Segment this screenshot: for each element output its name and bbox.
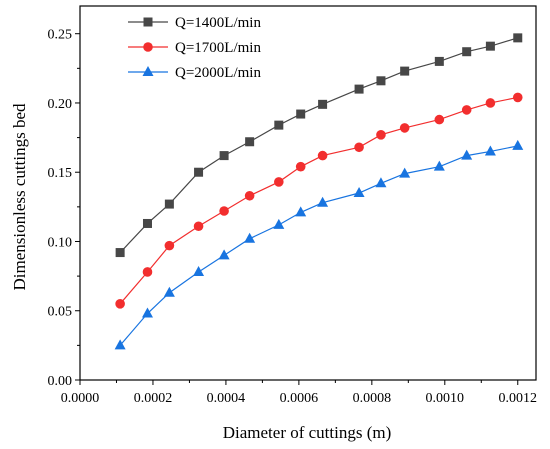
data-point (485, 41, 495, 51)
legend-marker (142, 66, 154, 76)
data-point (462, 47, 472, 57)
x-tick-label: 0.0004 (207, 391, 246, 406)
y-tick-label: 0.20 (48, 97, 73, 112)
series-layer (114, 33, 524, 350)
axes (79, 5, 537, 381)
data-point (142, 218, 152, 228)
data-point (461, 149, 473, 160)
data-point (513, 33, 523, 43)
legend-item: Q=2000L/min (128, 65, 261, 81)
data-point (317, 150, 328, 161)
data-point (296, 109, 306, 119)
data-point (193, 265, 205, 276)
x-axis-title: Diameter of cuttings (m) (223, 423, 392, 442)
legend-label: Q=1700L/min (175, 40, 261, 56)
series-line (119, 145, 518, 346)
data-point (219, 206, 229, 216)
data-point (375, 177, 387, 188)
data-point (245, 137, 255, 147)
data-point (354, 84, 364, 94)
x-tick-label: 0.0008 (353, 391, 392, 406)
data-point (295, 161, 306, 172)
data-point (219, 151, 229, 161)
data-point (400, 66, 410, 76)
data-point (142, 267, 153, 277)
plot-frame (79, 5, 537, 381)
data-point (244, 232, 256, 243)
data-point (353, 187, 365, 197)
data-point (114, 339, 126, 350)
y-tick-label: 0.25 (48, 28, 73, 43)
x-tick-label: 0.0012 (499, 391, 538, 406)
data-point (318, 99, 328, 109)
legend-marker (143, 42, 153, 52)
data-point (433, 160, 445, 171)
data-point (193, 221, 204, 232)
data-point (376, 130, 386, 140)
y-tick-label: 0.10 (48, 235, 73, 250)
y-axis-title: Dimensionless cuttings bed (10, 103, 29, 290)
data-point (485, 98, 496, 108)
data-point (434, 56, 444, 66)
legend-label: Q=1400L/min (175, 15, 261, 31)
x-tick-label: 0.0000 (61, 391, 100, 406)
data-point (164, 240, 175, 251)
legend-item: Q=1400L/min (128, 15, 261, 31)
y-ticks: 0.00 0.05 0.10 0.15 0.20 0.25 (48, 28, 80, 389)
data-point (512, 92, 523, 103)
series-line (119, 96, 518, 305)
series-1 (115, 33, 523, 258)
data-point (273, 218, 285, 229)
data-point (274, 177, 284, 187)
data-point (295, 206, 307, 217)
data-point (354, 142, 364, 153)
data-point (484, 145, 496, 156)
data-point (399, 123, 410, 133)
data-point (163, 286, 175, 297)
data-point (244, 190, 255, 201)
y-tick-label: 0.15 (48, 166, 73, 181)
data-point (164, 199, 174, 209)
legend-marker (143, 17, 153, 27)
data-point (115, 299, 125, 309)
data-point (194, 167, 204, 177)
x-tick-label: 0.0006 (280, 391, 319, 406)
data-point (399, 167, 411, 178)
data-point (317, 196, 329, 207)
legend-label: Q=2000L/min (175, 65, 261, 81)
x-tick-label: 0.0010 (426, 391, 465, 406)
data-point (461, 105, 472, 115)
legend-item: Q=1700L/min (128, 40, 261, 56)
legend: Q=1400L/min Q=1700L/min Q=2000L/min (128, 15, 261, 81)
series-2 (115, 92, 523, 309)
data-point (512, 139, 524, 150)
data-point (141, 307, 153, 318)
x-tick-label: 0.0002 (134, 391, 173, 406)
data-point (376, 76, 386, 86)
data-point (434, 114, 445, 125)
y-tick-label: 0.05 (48, 305, 73, 320)
y-tick-label: 0.00 (48, 374, 73, 389)
data-point (218, 249, 230, 260)
x-ticks: 0.0000 0.0002 0.0004 0.0006 0.0008 0.0010 0.00… (61, 380, 537, 406)
series-line (119, 37, 518, 253)
series-3 (114, 139, 524, 350)
data-point (274, 120, 284, 130)
data-point (115, 248, 125, 258)
